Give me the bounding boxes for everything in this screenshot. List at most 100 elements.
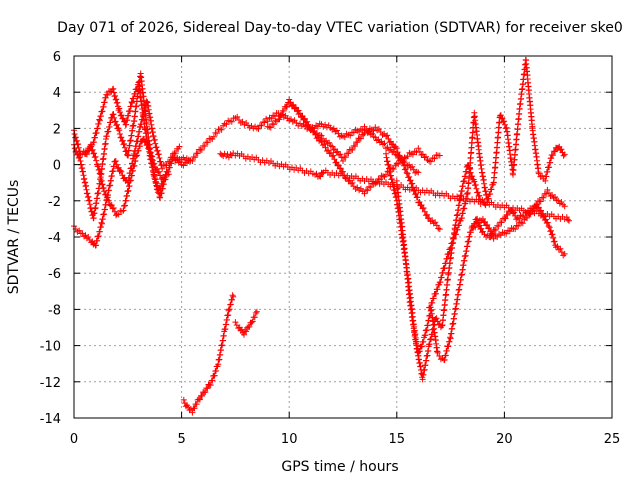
- data-point: [543, 190, 550, 197]
- data-point: [549, 231, 556, 238]
- data-point: [447, 244, 454, 251]
- data-point: [547, 159, 554, 166]
- data-point: [544, 219, 551, 226]
- data-point: [340, 158, 346, 164]
- data-point: [449, 240, 456, 247]
- data-point: [114, 99, 121, 106]
- x-tick-label: 20: [496, 432, 513, 447]
- data-point: [540, 194, 547, 201]
- data-point: [558, 146, 565, 153]
- data-point: [321, 141, 328, 148]
- data-point: [349, 179, 356, 186]
- data-point: [105, 197, 112, 204]
- data-point: [170, 150, 176, 157]
- data-point: [129, 100, 136, 106]
- y-axis-label: SDTVAR / TECUs: [6, 180, 22, 295]
- data-point: [436, 353, 443, 359]
- data-point: [105, 128, 112, 135]
- tick-marks: [73, 55, 613, 419]
- data-point: [264, 118, 271, 125]
- data-point: [384, 132, 391, 139]
- data-point: [334, 148, 341, 155]
- data-point: [486, 225, 493, 231]
- data-point: [485, 195, 492, 202]
- data-point: [243, 328, 250, 335]
- data-point: [114, 121, 120, 128]
- data-point: [287, 99, 294, 106]
- data-point: [92, 153, 99, 160]
- data-point: [326, 150, 333, 157]
- data-point: [337, 151, 344, 158]
- data-point: [336, 152, 342, 158]
- data-point: [110, 85, 117, 92]
- data-point: [410, 166, 417, 173]
- data-point: [404, 170, 411, 177]
- data-point: [437, 279, 444, 285]
- y-tick-label: -2: [48, 195, 61, 210]
- x-tick-label: 0: [70, 432, 78, 447]
- series-track-l: [180, 292, 237, 416]
- data-point: [305, 122, 312, 129]
- x-tick-label: 10: [281, 432, 298, 447]
- data-point: [157, 185, 164, 192]
- data-point: [198, 146, 205, 153]
- data-point: [557, 245, 564, 252]
- data-point: [156, 168, 162, 175]
- data-point: [160, 175, 167, 182]
- data-point: [426, 215, 433, 222]
- data-point: [104, 92, 111, 98]
- data-point: [204, 139, 211, 146]
- series-track-j: [426, 56, 568, 311]
- data-point: [419, 151, 426, 158]
- data-point: [229, 292, 236, 299]
- data-point: [566, 217, 572, 224]
- data-point: [117, 167, 124, 174]
- y-tick-label: -12: [40, 376, 61, 391]
- data-point: [335, 130, 342, 137]
- data-point: [487, 191, 494, 197]
- data-point: [329, 143, 336, 150]
- data-point: [533, 202, 540, 208]
- data-point: [545, 223, 552, 230]
- data-point: [128, 103, 134, 110]
- data-point: [291, 105, 298, 112]
- data-point: [404, 153, 411, 160]
- data-point: [347, 132, 354, 139]
- data-point: [223, 121, 230, 128]
- data-point: [438, 274, 445, 281]
- data-point: [512, 226, 519, 233]
- data-point: [370, 127, 377, 134]
- data-point: [450, 235, 457, 242]
- data-point: [116, 105, 123, 112]
- data-point: [119, 137, 126, 144]
- data-point: [473, 185, 480, 192]
- data-point: [229, 296, 235, 303]
- data-point: [361, 123, 368, 130]
- data-point: [268, 115, 275, 122]
- data-point: [192, 154, 199, 161]
- data-point: [471, 178, 478, 185]
- data-point: [492, 226, 499, 233]
- data-point: [413, 190, 419, 197]
- series-track-g: [286, 96, 422, 176]
- data-point: [115, 211, 122, 218]
- data-point: [390, 148, 397, 155]
- data-point: [552, 194, 559, 200]
- data-point: [548, 227, 554, 234]
- data-point: [118, 134, 125, 141]
- y-tick-label: 0: [53, 159, 61, 174]
- data-point: [560, 252, 567, 259]
- data-point: [147, 149, 154, 156]
- data-point: [180, 162, 187, 169]
- data-point: [319, 170, 326, 177]
- y-tick-label: -4: [48, 231, 61, 246]
- data-point: [137, 143, 143, 150]
- data-point: [196, 396, 203, 403]
- data-point: [434, 349, 441, 356]
- data-point: [546, 224, 553, 231]
- data-point: [103, 133, 110, 140]
- data-point: [519, 220, 526, 227]
- data-point: [406, 173, 413, 180]
- data-point: [550, 235, 557, 241]
